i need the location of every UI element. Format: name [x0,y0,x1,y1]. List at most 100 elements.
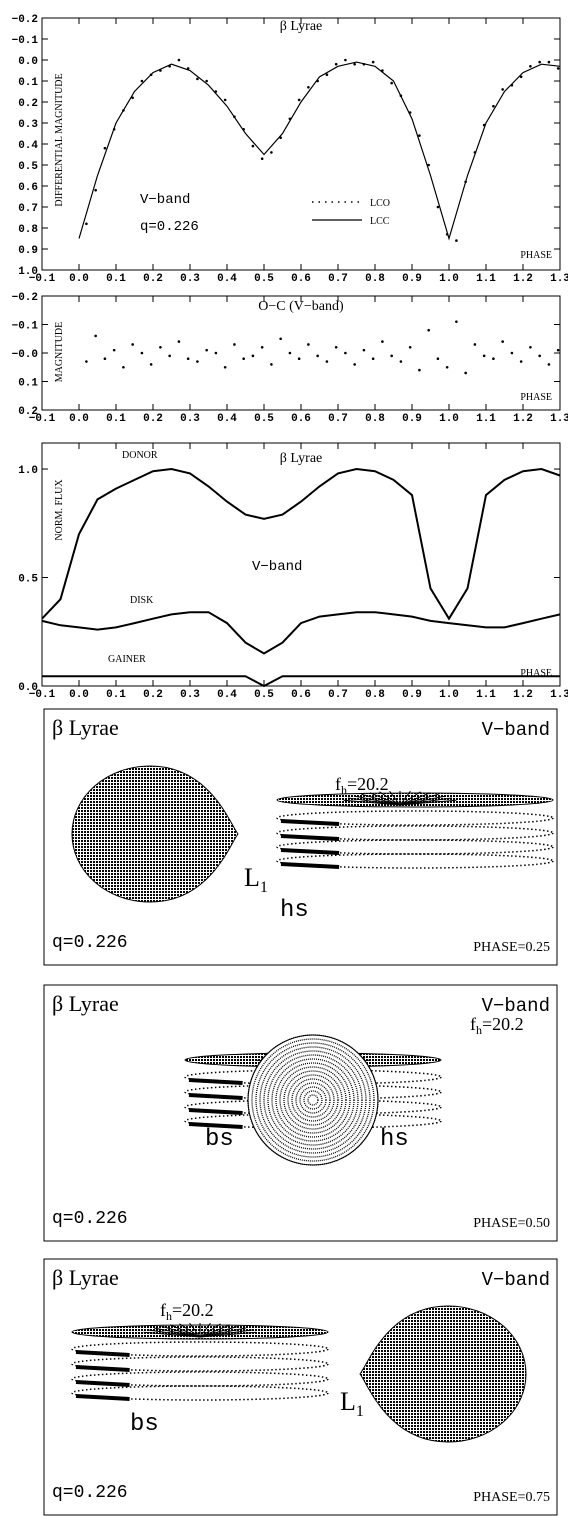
y-axis-label: NORM. FLUX [54,479,65,541]
y-tick-label: 1.0 [18,465,38,477]
x-tick-label: 0.6 [291,273,311,285]
hot-spot-ray [147,1329,201,1338]
x-tick-label: 1.2 [513,689,533,701]
spot-label: bs [205,1126,234,1153]
annotation: V−band [252,559,302,575]
data-point [325,360,329,363]
disk-ring [276,853,554,869]
disk-rim [75,1380,130,1387]
data-point [547,60,551,64]
gainer-shell [283,1070,343,1130]
view-phase: PHASE=0.25 [473,940,550,955]
data-point [233,343,236,346]
data-point [168,354,171,358]
data-point [140,351,144,355]
x-tick-label: 0.2 [143,689,163,701]
l1-label: L1 [244,863,268,896]
data-point [390,354,393,358]
data-point [455,239,458,242]
hot-spot-ray [369,792,401,806]
view-q: q=0.226 [52,1483,128,1503]
data-point [94,188,97,192]
y-axis-label: MAGNITUDE [54,322,65,383]
y-tick-label: 0.0 [18,682,38,694]
fh-label: fh=20.2 [470,1014,524,1037]
x-tick-label: 0.4 [217,689,237,701]
annotation: GAINER [108,654,146,665]
chart-title: O−C (V−band) [258,299,344,314]
x-tick-label: 0.5 [254,413,274,425]
x-tick-label: −0.1 [29,273,56,285]
x-tick-label: 0.4 [217,273,237,285]
x-tick-label: 0.7 [328,689,348,701]
x-tick-label: 0.8 [365,689,385,701]
data-point [436,205,440,209]
data-point [501,88,504,91]
hot-spot-ray [199,1322,211,1338]
hot-spot-ray [199,1331,257,1338]
data-point [288,351,292,355]
hot-spot-ray [399,790,411,806]
data-point [556,348,560,352]
data-point [390,81,393,85]
y-tick-label: 0.6 [18,182,38,194]
x-tick-label: 1.1 [476,689,496,701]
fh-value: =20.2 [347,774,389,794]
x-tick-label: 1.1 [476,273,496,285]
hot-spot-ray [189,1322,201,1338]
x-tick-label: 1.0 [439,273,459,285]
data-point [205,348,208,352]
l1-symbol: L [244,863,260,892]
data-point [131,96,134,100]
disk-ring [71,1371,329,1387]
disk-ring [276,839,554,855]
x-tick-label: 0.3 [180,689,200,701]
gainer-shell [259,1046,367,1154]
gainer-shell [303,1090,323,1110]
gainer-shell [295,1082,331,1118]
data-point [177,58,181,62]
x-tick-label: 1.0 [439,689,459,701]
data-point [297,98,301,102]
data-point [214,351,218,355]
x-tick-label: 0.1 [106,689,126,701]
hot-spot-ray [361,793,401,806]
disk-rim [188,1078,243,1085]
data-point [353,363,356,366]
y-tick-label: −0.2 [12,292,38,304]
plot-frame [41,17,561,271]
gainer-shell [267,1054,359,1146]
hot-spot-ray [353,795,401,806]
x-tick-label: 0.1 [106,413,126,425]
data-point [223,98,227,102]
fh-subscript: h [166,1309,172,1323]
data-point [260,346,264,349]
data-point [353,62,356,66]
hot-spot-ray [161,1325,201,1338]
data-point [547,363,551,366]
disk-top [276,792,554,808]
x-tick-label: 1.1 [476,413,496,425]
view-title: β Lyrae [52,991,119,1016]
disk-ring [71,1385,329,1401]
data-line [41,467,561,621]
x-tick-label: 0.6 [291,413,311,425]
x-tick-label: 0.5 [254,689,274,701]
x-tick-label: 0.1 [106,273,126,285]
gainer-shell [291,1078,335,1122]
data-point [334,62,338,66]
fh-symbol: f [160,1300,166,1320]
data-point [307,86,310,89]
view-band: V−band [482,995,550,1017]
data-point [112,348,116,352]
disk-ring [71,1341,329,1357]
data-point [103,146,107,150]
data-point [334,346,338,349]
y-tick-label: 0.9 [18,245,38,257]
gainer-shell [279,1066,347,1134]
fh-subscript: h [476,1023,482,1037]
hot-spot-ray [199,1324,231,1338]
donor-star [359,1305,527,1443]
data-point [85,360,88,363]
data-point [159,346,162,349]
